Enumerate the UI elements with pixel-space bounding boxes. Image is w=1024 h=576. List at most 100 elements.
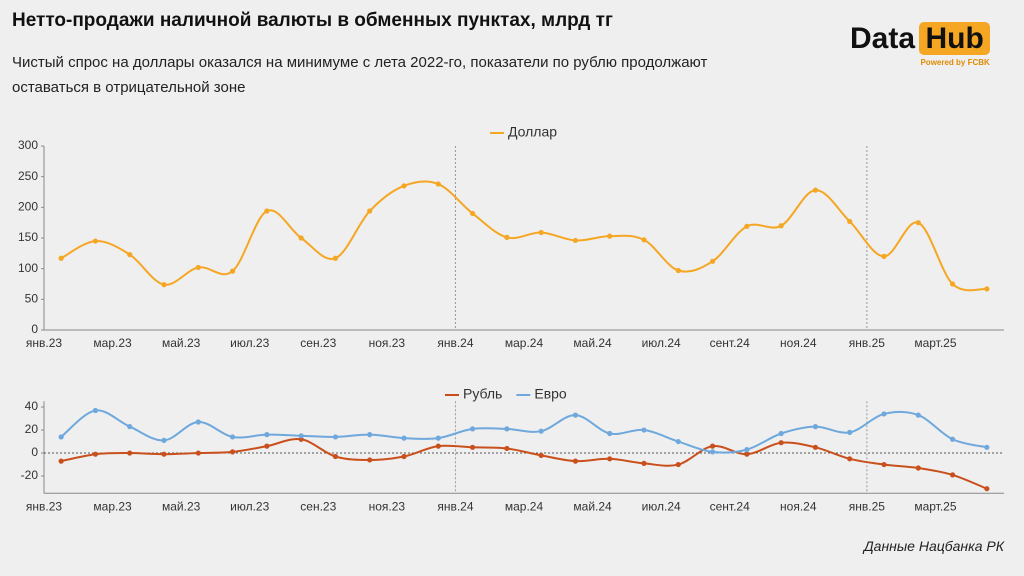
data-point: [161, 451, 167, 457]
y-tick-label: 250: [18, 169, 38, 183]
data-point: [127, 424, 133, 430]
y-tick-label: 0: [31, 322, 38, 336]
data-point: [744, 451, 750, 457]
data-point: [984, 486, 990, 492]
data-point: [675, 267, 681, 274]
data-point: [847, 218, 853, 225]
data-point: [367, 457, 373, 463]
y-tick-label: 150: [18, 230, 38, 244]
x-tick-label: март.25: [914, 499, 957, 513]
data-point: [58, 255, 64, 261]
x-tick-label: май.23: [162, 499, 201, 513]
data-point: [949, 281, 956, 287]
data-point: [915, 412, 921, 418]
data-point: [298, 433, 304, 439]
x-tick-label: янв.23: [26, 336, 63, 350]
data-point: [195, 419, 201, 425]
x-tick-label: мар.24: [505, 336, 544, 350]
y-tick-label: 40: [25, 399, 39, 413]
x-tick-label: янв.24: [437, 499, 474, 513]
subtitle: Чистый спрос на доллары оказался на мини…: [12, 54, 708, 96]
data-point: [58, 434, 64, 440]
data-point: [229, 434, 236, 440]
x-tick-label: ноя.24: [780, 336, 817, 350]
x-tick-label: ноя.24: [780, 499, 817, 513]
data-point: [195, 450, 201, 456]
data-point: [607, 430, 613, 437]
y-tick-label: 50: [25, 292, 39, 306]
data-point: [195, 264, 201, 271]
data-point: [161, 282, 167, 288]
data-point: [949, 436, 956, 442]
data-point: [469, 444, 476, 450]
x-tick-label: янв.23: [26, 499, 63, 513]
data-point: [812, 444, 819, 450]
logo-tagline: Powered by FCBK: [920, 58, 990, 67]
x-tick-label: май.24: [573, 336, 612, 350]
data-point: [332, 453, 339, 460]
y-tick-label: 20: [25, 422, 39, 436]
data-point: [709, 449, 716, 455]
data-point: [744, 447, 750, 453]
data-point: [92, 238, 99, 244]
data-point: [538, 452, 544, 458]
x-tick-label: март.25: [914, 336, 957, 350]
data-point: [641, 427, 647, 433]
data-point: [435, 443, 441, 449]
data-point: [435, 435, 441, 441]
data-point: [675, 461, 681, 468]
x-tick-label: янв.25: [849, 499, 886, 513]
data-point: [332, 255, 339, 261]
data-point: [812, 424, 819, 430]
data-point: [298, 235, 304, 241]
y-tick-label: 200: [18, 200, 38, 214]
data-point: [469, 426, 476, 432]
data-point: [92, 407, 99, 414]
data-point: [881, 411, 887, 417]
data-point: [538, 428, 544, 434]
data-point: [58, 458, 64, 464]
legend-label: Рубль: [463, 386, 502, 402]
data-point: [607, 233, 613, 239]
data-point: [401, 453, 407, 460]
data-point: [264, 432, 270, 438]
data-point: [709, 258, 716, 264]
data-point: [984, 286, 990, 292]
data-point: [367, 432, 373, 438]
x-tick-label: мар.24: [505, 499, 544, 513]
data-point: [915, 220, 921, 226]
logo: Data Hub Powered by FCBK: [850, 22, 990, 67]
data-point: [401, 435, 407, 441]
data-point: [812, 187, 819, 193]
data-point: [881, 461, 887, 468]
data-point: [778, 430, 784, 437]
x-tick-label: сент.24: [710, 336, 750, 350]
x-tick-label: ноя.23: [369, 499, 406, 513]
data-point: [778, 440, 784, 446]
x-tick-label: июл.24: [642, 336, 681, 350]
data-point: [435, 181, 441, 187]
data-point: [504, 426, 510, 432]
x-tick-label: янв.25: [849, 336, 886, 350]
y-tick-label: 0: [31, 445, 38, 459]
data-point: [92, 451, 99, 457]
x-tick-label: июл.23: [230, 499, 269, 513]
data-point: [709, 443, 716, 449]
data-point: [469, 210, 476, 217]
data-point: [744, 223, 750, 229]
data-point: [847, 429, 853, 435]
data-point: [332, 434, 339, 440]
y-tick-label: -20: [21, 468, 39, 482]
series-line: [60, 437, 988, 490]
data-point: [778, 223, 784, 229]
data-point: [949, 472, 956, 478]
x-tick-label: июл.23: [230, 336, 269, 350]
data-point: [881, 253, 887, 259]
x-tick-label: янв.24: [437, 336, 474, 350]
data-point: [161, 437, 167, 443]
legend-label: Доллар: [508, 124, 557, 140]
data-point: [229, 449, 236, 455]
series-line: [60, 409, 988, 454]
